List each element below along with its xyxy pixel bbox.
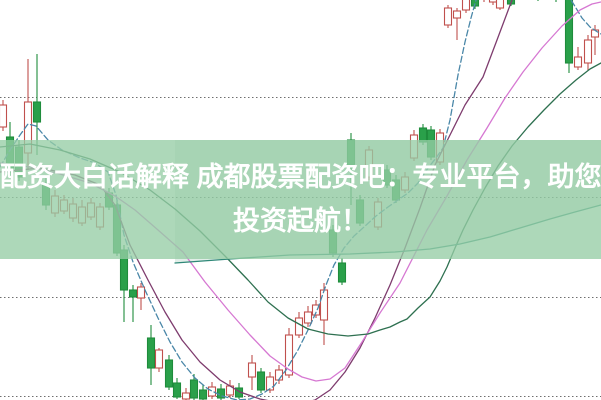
candle-down <box>189 379 199 399</box>
candle-up <box>443 7 453 26</box>
banner-text-line2: 投资起航！ <box>233 205 368 236</box>
candle-up <box>319 289 329 321</box>
promo-banner-overlay: 配资大白话解释 成都股票配资吧：专业平台，助您 投资起航！ <box>0 140 601 259</box>
candle-up <box>207 386 217 397</box>
candle-down <box>32 101 42 123</box>
candle-up <box>247 362 257 378</box>
candle-up <box>0 104 8 128</box>
candle-up <box>488 0 498 3</box>
candle-up <box>181 392 191 400</box>
candle-up <box>136 286 146 299</box>
candle-up <box>303 311 313 324</box>
candle-down <box>337 262 347 283</box>
candle-down <box>256 371 266 391</box>
candle-up <box>583 39 593 64</box>
candle-up <box>265 376 275 391</box>
banner-text-line1: 配资大白话解释 成都股票配资吧：专业平台，助您 <box>0 162 601 192</box>
candle-down <box>128 289 138 298</box>
candle-up <box>284 334 294 376</box>
candle-up <box>311 304 321 316</box>
candle-up <box>495 0 505 9</box>
candle-up <box>461 0 471 11</box>
candle-up <box>294 317 304 336</box>
candle-down <box>146 337 156 369</box>
candle-down <box>172 382 182 398</box>
candle-up <box>573 56 583 68</box>
candle-down <box>164 359 174 388</box>
candle-up <box>452 10 462 19</box>
candle-down <box>564 0 574 64</box>
candle-up <box>154 349 164 369</box>
candle-down <box>198 389 208 400</box>
